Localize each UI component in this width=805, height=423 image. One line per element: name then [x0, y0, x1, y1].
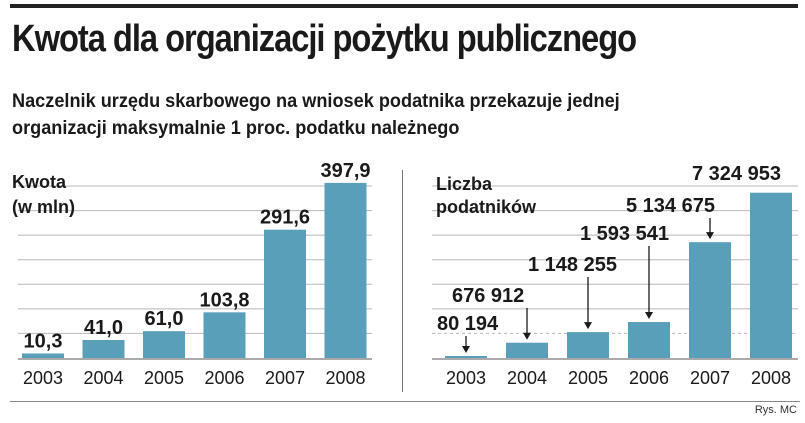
- bar: [506, 342, 548, 358]
- leader-arrowhead: [523, 332, 531, 340]
- bar: [689, 242, 731, 358]
- x-tick-label: 2005: [568, 368, 608, 388]
- data-label: 291,6: [260, 207, 310, 229]
- bar: [628, 322, 670, 358]
- subtitle-line-1: Naczelnik urzędu skarbowego na wniosek p…: [12, 90, 620, 112]
- data-label: 80 194: [437, 313, 499, 335]
- bar: [203, 312, 246, 358]
- bar: [82, 339, 125, 358]
- credit-label: Rys. MC: [754, 404, 797, 416]
- data-label: 1 148 255: [528, 254, 617, 276]
- bar: [143, 331, 185, 358]
- chart-subtitle: Naczelnik urzędu skarbowego na wniosek p…: [12, 88, 747, 142]
- data-label: 5 134 675: [626, 195, 715, 217]
- chart-title: Kwota dla organizacji pożytku publiczneg…: [12, 18, 637, 60]
- y-axis-label-line1: Liczba: [436, 174, 493, 194]
- y-axis-label-line2: podatników: [436, 197, 537, 217]
- data-label: 41,0: [84, 317, 123, 339]
- y-axis-label-line2: (w mln): [12, 197, 75, 217]
- bar: [324, 182, 367, 358]
- data-label: 10,3: [24, 330, 63, 352]
- bar: [567, 332, 609, 358]
- x-tick-label: 2007: [690, 368, 730, 388]
- subtitle-line-2: organizacji maksymalnie 1 proc. podatku …: [12, 117, 460, 139]
- y-axis-label-line1: Kwota: [12, 172, 67, 192]
- x-tick-label: 2005: [144, 368, 184, 388]
- leader-arrowhead: [645, 312, 653, 320]
- bar: [750, 192, 792, 358]
- bar: [445, 356, 487, 358]
- data-label: 1 593 541: [580, 223, 669, 245]
- chart-divider: [402, 170, 403, 392]
- amount-bar-chart: Kwota (w mln) 2003 10,3 2004 41,0 2005 61,0 2006…: [12, 160, 372, 388]
- data-label: 103,8: [199, 289, 249, 311]
- x-tick-label: 2008: [325, 368, 365, 388]
- leader-arrowhead: [462, 346, 470, 353]
- x-tick-label: 2004: [83, 368, 123, 388]
- x-tick-label: 2003: [23, 368, 63, 388]
- bar: [264, 229, 306, 358]
- data-label: 676 912: [452, 285, 524, 307]
- x-tick-label: 2003: [446, 368, 486, 388]
- data-label: 397,9: [320, 160, 370, 182]
- top-rule: [10, 4, 798, 8]
- x-tick-label: 2006: [629, 368, 669, 388]
- data-label: 61,0: [145, 308, 184, 330]
- bar: [22, 353, 64, 358]
- bottom-rule: [10, 401, 800, 402]
- x-tick-label: 2006: [204, 368, 244, 388]
- x-tick-label: 2007: [265, 368, 305, 388]
- x-tick-label: 2008: [751, 368, 791, 388]
- leader-arrowhead: [584, 322, 592, 330]
- x-tick-label: 2004: [507, 368, 547, 388]
- data-label: 7 324 953: [692, 163, 781, 185]
- leader-arrowhead: [706, 232, 714, 240]
